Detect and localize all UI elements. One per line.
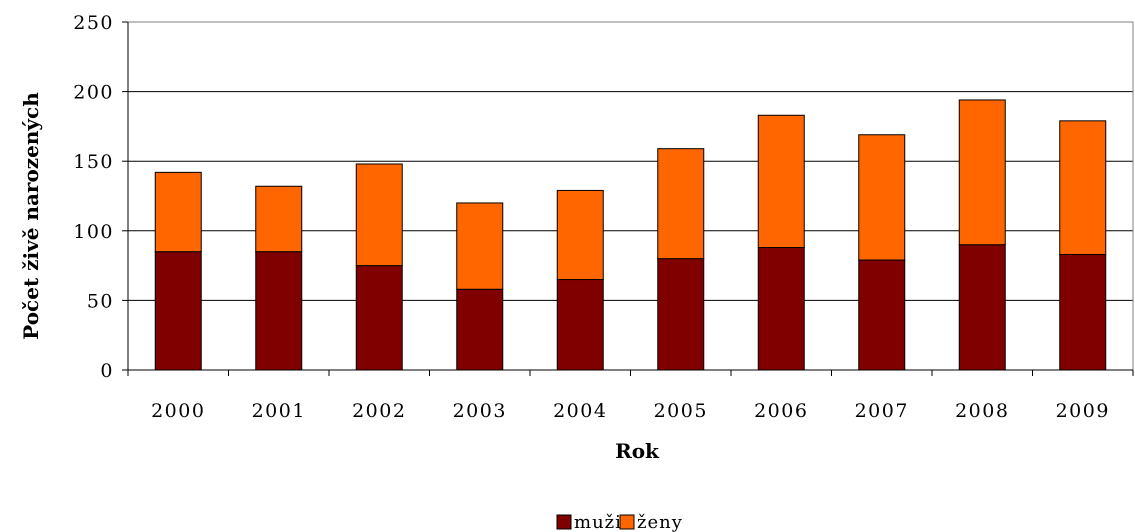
bar-2000-muzi [154,251,202,371]
legend: muži ženy [556,512,683,532]
bar-2008-muzi [958,244,1006,371]
bar-2001-zeny [255,185,303,253]
bar-2005-muzi [657,258,705,371]
x-tick-label-2004: 2004 [553,400,607,422]
x-tick-label-2009: 2009 [1056,400,1110,422]
legend-label-muzi: muži [574,512,622,532]
x-tick-label-2005: 2005 [654,400,708,422]
bar-2002-muzi [355,265,403,371]
bar-2003-muzi [456,288,504,371]
y-tick-label-0: 0 [100,360,114,382]
legend-label-zeny: ženy [637,512,683,532]
bar-2006-zeny [757,114,805,249]
bar-2000-zeny [154,171,202,253]
bar-2004-zeny [556,189,604,281]
bar-2004-muzi [556,279,604,371]
y-axis-title: Počet živě narozených [19,92,43,340]
x-tick-label-2000: 2000 [151,400,205,422]
bar-2002-zeny [355,163,403,267]
y-tick-label-200: 200 [73,82,114,104]
y-tick-label-50: 50 [87,290,114,312]
y-tick-label-150: 150 [73,151,114,173]
x-axis-title: Rok [615,439,660,463]
y-tick-labels: 0 50 100 150 200 250 [73,12,114,382]
legend-swatch-muzi [556,514,572,530]
bar-2009-muzi [1059,253,1107,371]
x-tick-label-2002: 2002 [352,400,406,422]
x-tick-label-2003: 2003 [453,400,507,422]
x-tick-label-2007: 2007 [855,400,909,422]
legend-swatch-zeny [619,514,635,530]
bar-2007-muzi [858,259,906,371]
bar-2001-muzi [255,251,303,371]
y-tick-label-100: 100 [73,221,114,243]
x-tick-label-2001: 2001 [252,400,306,422]
bar-2008-zeny [958,99,1006,246]
y-tick-label-250: 250 [73,12,114,34]
bars [154,99,1107,371]
x-tick-label-2008: 2008 [955,400,1009,422]
x-tick-label-2006: 2006 [754,400,808,422]
bar-2006-muzi [757,247,805,371]
axes [122,21,1134,376]
bar-2005-zeny [657,148,705,260]
bar-2003-zeny [456,202,504,290]
bar-2009-zeny [1059,120,1107,255]
x-tick-labels: 2000 2001 2002 2003 2004 2005 2006 2007 2008 2009 [151,400,1110,422]
bar-2007-zeny [858,134,906,261]
